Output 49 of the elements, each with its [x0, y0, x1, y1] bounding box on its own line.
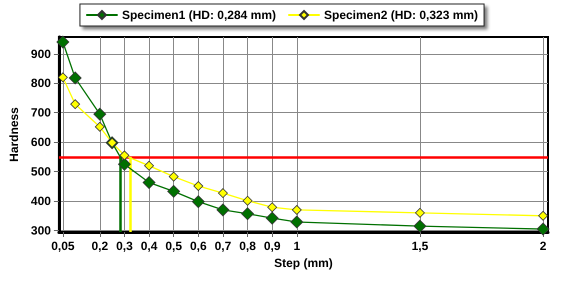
- point: [290, 216, 304, 228]
- point: [267, 202, 278, 212]
- y-tick-label: 700: [30, 106, 52, 120]
- point: [266, 212, 279, 225]
- legend-label: Specimen2 (HD: 0,323 mm): [324, 8, 478, 22]
- point: [120, 150, 130, 160]
- point: [241, 207, 254, 220]
- x-tick-label: 0,5: [165, 239, 182, 253]
- point: [144, 160, 154, 171]
- y-tick-label: 900: [30, 46, 52, 61]
- point: [94, 122, 105, 132]
- x-tick-label: 0,2: [91, 239, 108, 253]
- y-tick-label: 400: [30, 194, 52, 208]
- point: [142, 176, 156, 189]
- y-tick-label: 300: [30, 224, 52, 238]
- point: [70, 99, 80, 110]
- point: [167, 184, 180, 198]
- y-tick-label: 600: [30, 135, 52, 150]
- point: [218, 188, 228, 198]
- point: [68, 72, 82, 84]
- point: [192, 195, 205, 208]
- point: [193, 181, 204, 191]
- x-tick-label: 1,5: [412, 239, 429, 253]
- x-tick-label: 1: [293, 239, 300, 253]
- point: [93, 108, 106, 121]
- point: [242, 196, 252, 206]
- point: [56, 36, 70, 48]
- x-tick-label: 0,3: [116, 239, 134, 253]
- point: [415, 208, 425, 218]
- x-tick-label: 0,8: [239, 239, 256, 253]
- y-tick-label: 500: [30, 164, 52, 179]
- legend-label: Specimen1 (HD: 0,284 mm): [122, 8, 276, 22]
- y-axis-title: Hardness: [7, 106, 21, 162]
- point: [536, 222, 550, 236]
- point: [58, 72, 68, 82]
- point: [292, 205, 302, 215]
- x-tick-label: 2: [540, 239, 547, 253]
- x-axis-title: Step (mm): [274, 256, 333, 270]
- x-tick-label: 0,9: [264, 239, 281, 253]
- x-tick-label: 0,4: [140, 239, 158, 253]
- x-tick-label: 0,6: [190, 239, 207, 253]
- point: [538, 210, 548, 221]
- y-tick-label: 800: [30, 76, 52, 90]
- point: [216, 204, 230, 216]
- point: [414, 220, 426, 233]
- x-tick-label: 0,7: [214, 239, 232, 253]
- point: [168, 172, 179, 182]
- point: [118, 158, 131, 171]
- x-tick-label: 0,05: [51, 239, 75, 253]
